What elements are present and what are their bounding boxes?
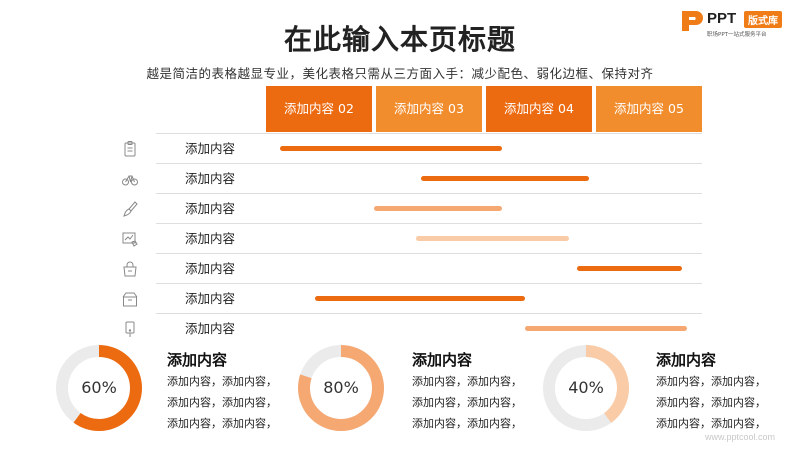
row-divider: [156, 193, 702, 194]
card-text: 添加内容，添加内容，: [167, 417, 277, 430]
card-text: 添加内容，添加内容，: [167, 396, 277, 409]
brush-icon: [123, 201, 138, 217]
progress-ring: [543, 345, 629, 431]
progress-ring: [56, 345, 142, 431]
column-header-02: 添加内容 02: [266, 86, 372, 132]
row-divider: [156, 133, 702, 134]
chart-hand-icon: [122, 232, 138, 247]
card-text: 添加内容，添加内容，: [412, 417, 522, 430]
progress-ring: [298, 345, 384, 431]
clipboard-icon: [124, 141, 136, 157]
bicycle-icon: [122, 175, 138, 186]
percent-label: 60%: [81, 378, 117, 397]
card-title: 添加内容: [412, 351, 473, 369]
bag-icon: [123, 261, 137, 277]
brand-logo: PPT 版式库 职场PPT一站式服务平台: [679, 8, 795, 40]
row-label: 添加内容: [185, 201, 236, 216]
card-title: 添加内容: [656, 351, 717, 369]
row-label: 添加内容: [185, 291, 236, 306]
card-text: 添加内容，添加内容，: [412, 375, 522, 388]
row-label: 添加内容: [185, 171, 236, 186]
row-divider: [156, 163, 702, 164]
column-header-05: 添加内容 05: [596, 86, 702, 132]
column-header-03: 添加内容 03: [376, 86, 482, 132]
box-icon: [122, 292, 138, 307]
logo-ppt-text: PPT: [707, 10, 737, 27]
row-label: 添加内容: [185, 231, 236, 246]
row-divider: [156, 253, 702, 254]
ppt-logo-icon: [682, 11, 703, 31]
gantt-bar: [525, 326, 687, 331]
page-subtitle: 越是简洁的表格越显专业，美化表格只需从三方面入手：减少配色、弱化边框、保持对齐: [146, 66, 654, 81]
gantt-bar: [280, 146, 502, 151]
card-text: 添加内容，添加内容，: [167, 375, 277, 388]
card-text: 添加内容，添加内容，: [656, 417, 766, 430]
logo-tagline: 职场PPT一站式服务平台: [707, 32, 767, 38]
phone-icon: [125, 321, 135, 337]
percent-label: 40%: [568, 378, 604, 397]
card-text: 添加内容，添加内容，: [656, 375, 766, 388]
gantt-bar: [577, 266, 682, 271]
percent-label: 80%: [323, 378, 359, 397]
gantt-bar: [315, 296, 525, 301]
column-header-04: 添加内容 04: [486, 86, 592, 132]
watermark: www.pptcool.com: [705, 432, 776, 442]
page-title: 在此输入本页标题: [283, 23, 516, 56]
gantt-bar: [416, 236, 569, 241]
row-divider: [156, 283, 702, 284]
row-divider: [156, 313, 702, 314]
row-label: 添加内容: [185, 321, 236, 336]
card-text: 添加内容，添加内容，: [656, 396, 766, 409]
row-label: 添加内容: [185, 261, 236, 276]
row-label: 添加内容: [185, 141, 236, 156]
row-divider: [156, 223, 702, 224]
logo-badge: 版式库: [744, 11, 782, 28]
gantt-bar: [374, 206, 502, 211]
card-title: 添加内容: [167, 351, 228, 369]
gantt-bar: [421, 176, 589, 181]
card-text: 添加内容，添加内容，: [412, 396, 522, 409]
